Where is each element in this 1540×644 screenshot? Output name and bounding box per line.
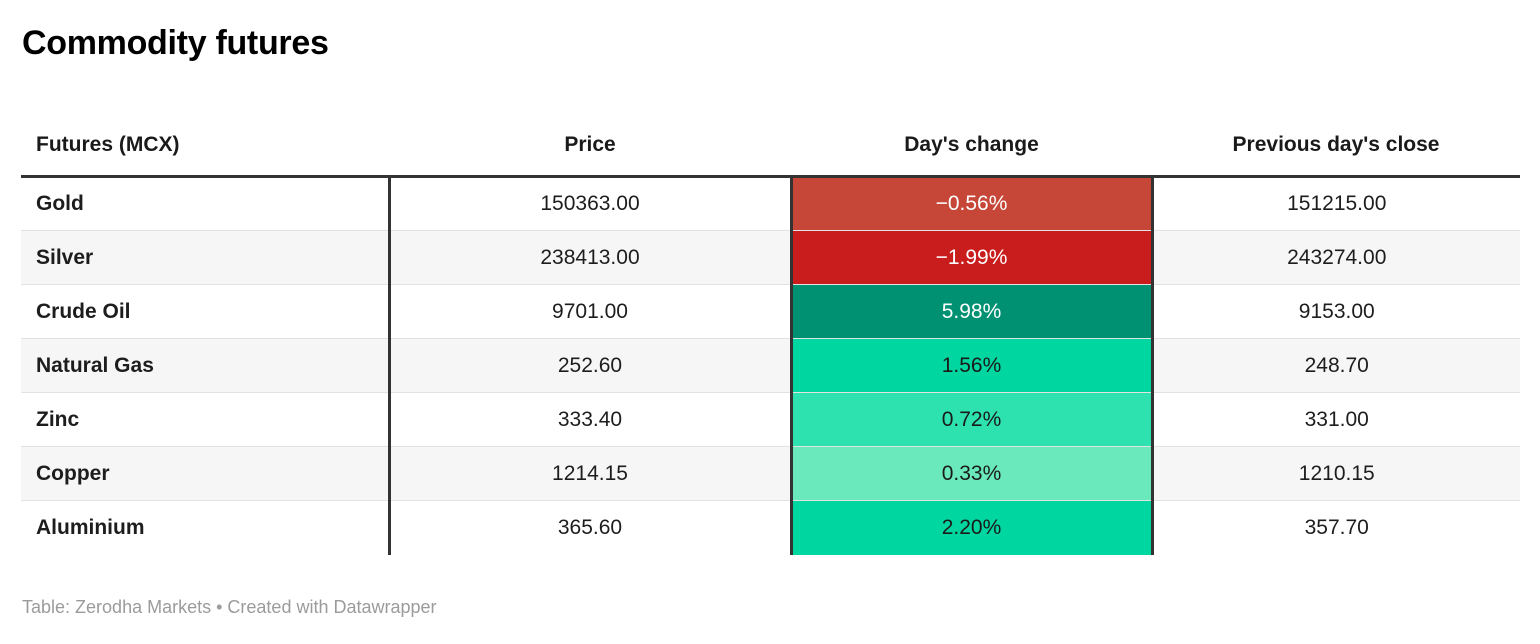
column-header-days-change: Day's change [791,111,1152,179]
footer-datawrapper-link[interactable]: Datawrapper [333,596,437,617]
cell-previous-close: 9153.00 [1152,284,1520,339]
cell-days-change: 1.56% [789,338,1154,393]
table-row-natural-gas: Natural Gas 252.60 1.56% 248.70 [21,338,1520,393]
header-row: Futures (MCX) Price Day's change Previou… [21,111,1520,179]
cell-days-change: 0.72% [789,392,1154,447]
cell-previous-close: 331.00 [1152,392,1520,447]
commodity-futures-page: Commodity futures Futures (MCX) Price Da… [0,24,1540,644]
table-row-zinc: Zinc 333.40 0.72% 331.00 [21,392,1520,447]
cell-futures-name: Silver [21,230,391,285]
cell-price: 238413.00 [389,230,791,285]
cell-futures-name: Natural Gas [21,338,391,393]
footer-source-label: Table: [22,596,76,617]
cell-previous-close: 151215.00 [1287,192,1387,216]
table-row-copper: Copper 1214.15 0.33% 1210.15 [21,446,1520,501]
column-header-previous-close: Previous day's close [1152,111,1520,179]
cell-futures-name: Zinc [21,392,391,447]
commodity-futures-table: Futures (MCX) Price Day's change Previou… [21,111,1520,555]
table-header: Futures (MCX) Price Day's change Previou… [21,111,1520,179]
cell-days-change: 5.98% [789,284,1154,339]
cell-days-change: 2.20% [789,500,1154,555]
cell-futures-name: Aluminium [21,500,391,555]
cell-previous-close: 248.70 [1152,338,1520,393]
cell-price: 365.60 [389,500,791,555]
footer-credits: Table: Zerodha Markets • Created with Da… [22,597,1540,619]
cell-futures-name: Copper [21,446,391,501]
cell-price: 150363.00 [540,192,640,216]
cell-previous-close: 1210.15 [1152,446,1520,501]
cell-days-change: 0.33% [789,446,1154,501]
column-header-futures: Futures (MCX) [21,111,389,179]
cell-price: 252.60 [389,338,791,393]
footer-separator-text: • Created with [211,596,334,617]
cell-price: 333.40 [389,392,791,447]
cell-previous-close: 243274.00 [1152,230,1520,285]
page-title: Commodity futures [22,24,329,62]
table-row-aluminium: Aluminium 365.60 2.20% 357.70 [21,500,1520,555]
table-row-gold: Gold 150363.00 −0.56% 151215.00 [21,176,1520,231]
table-row-silver: Silver 238413.00 −1.99% 243274.00 [21,230,1520,285]
cell-price: 1214.15 [389,446,791,501]
cell-days-change: −0.56% [789,176,1154,231]
footer-source-link[interactable]: Zerodha Markets [75,596,212,617]
column-header-price: Price [389,111,791,179]
table-body: Gold 150363.00 −0.56% 151215.00 Silver 2… [21,176,1520,555]
table-row-crude-oil: Crude Oil 9701.00 5.98% 9153.00 [21,284,1520,339]
cell-futures-name: Crude Oil [21,284,391,339]
cell-price: 9701.00 [389,284,791,339]
cell-days-change: −1.99% [789,230,1154,285]
cell-futures-name: Gold [21,176,391,231]
cell-previous-close: 357.70 [1152,500,1520,555]
